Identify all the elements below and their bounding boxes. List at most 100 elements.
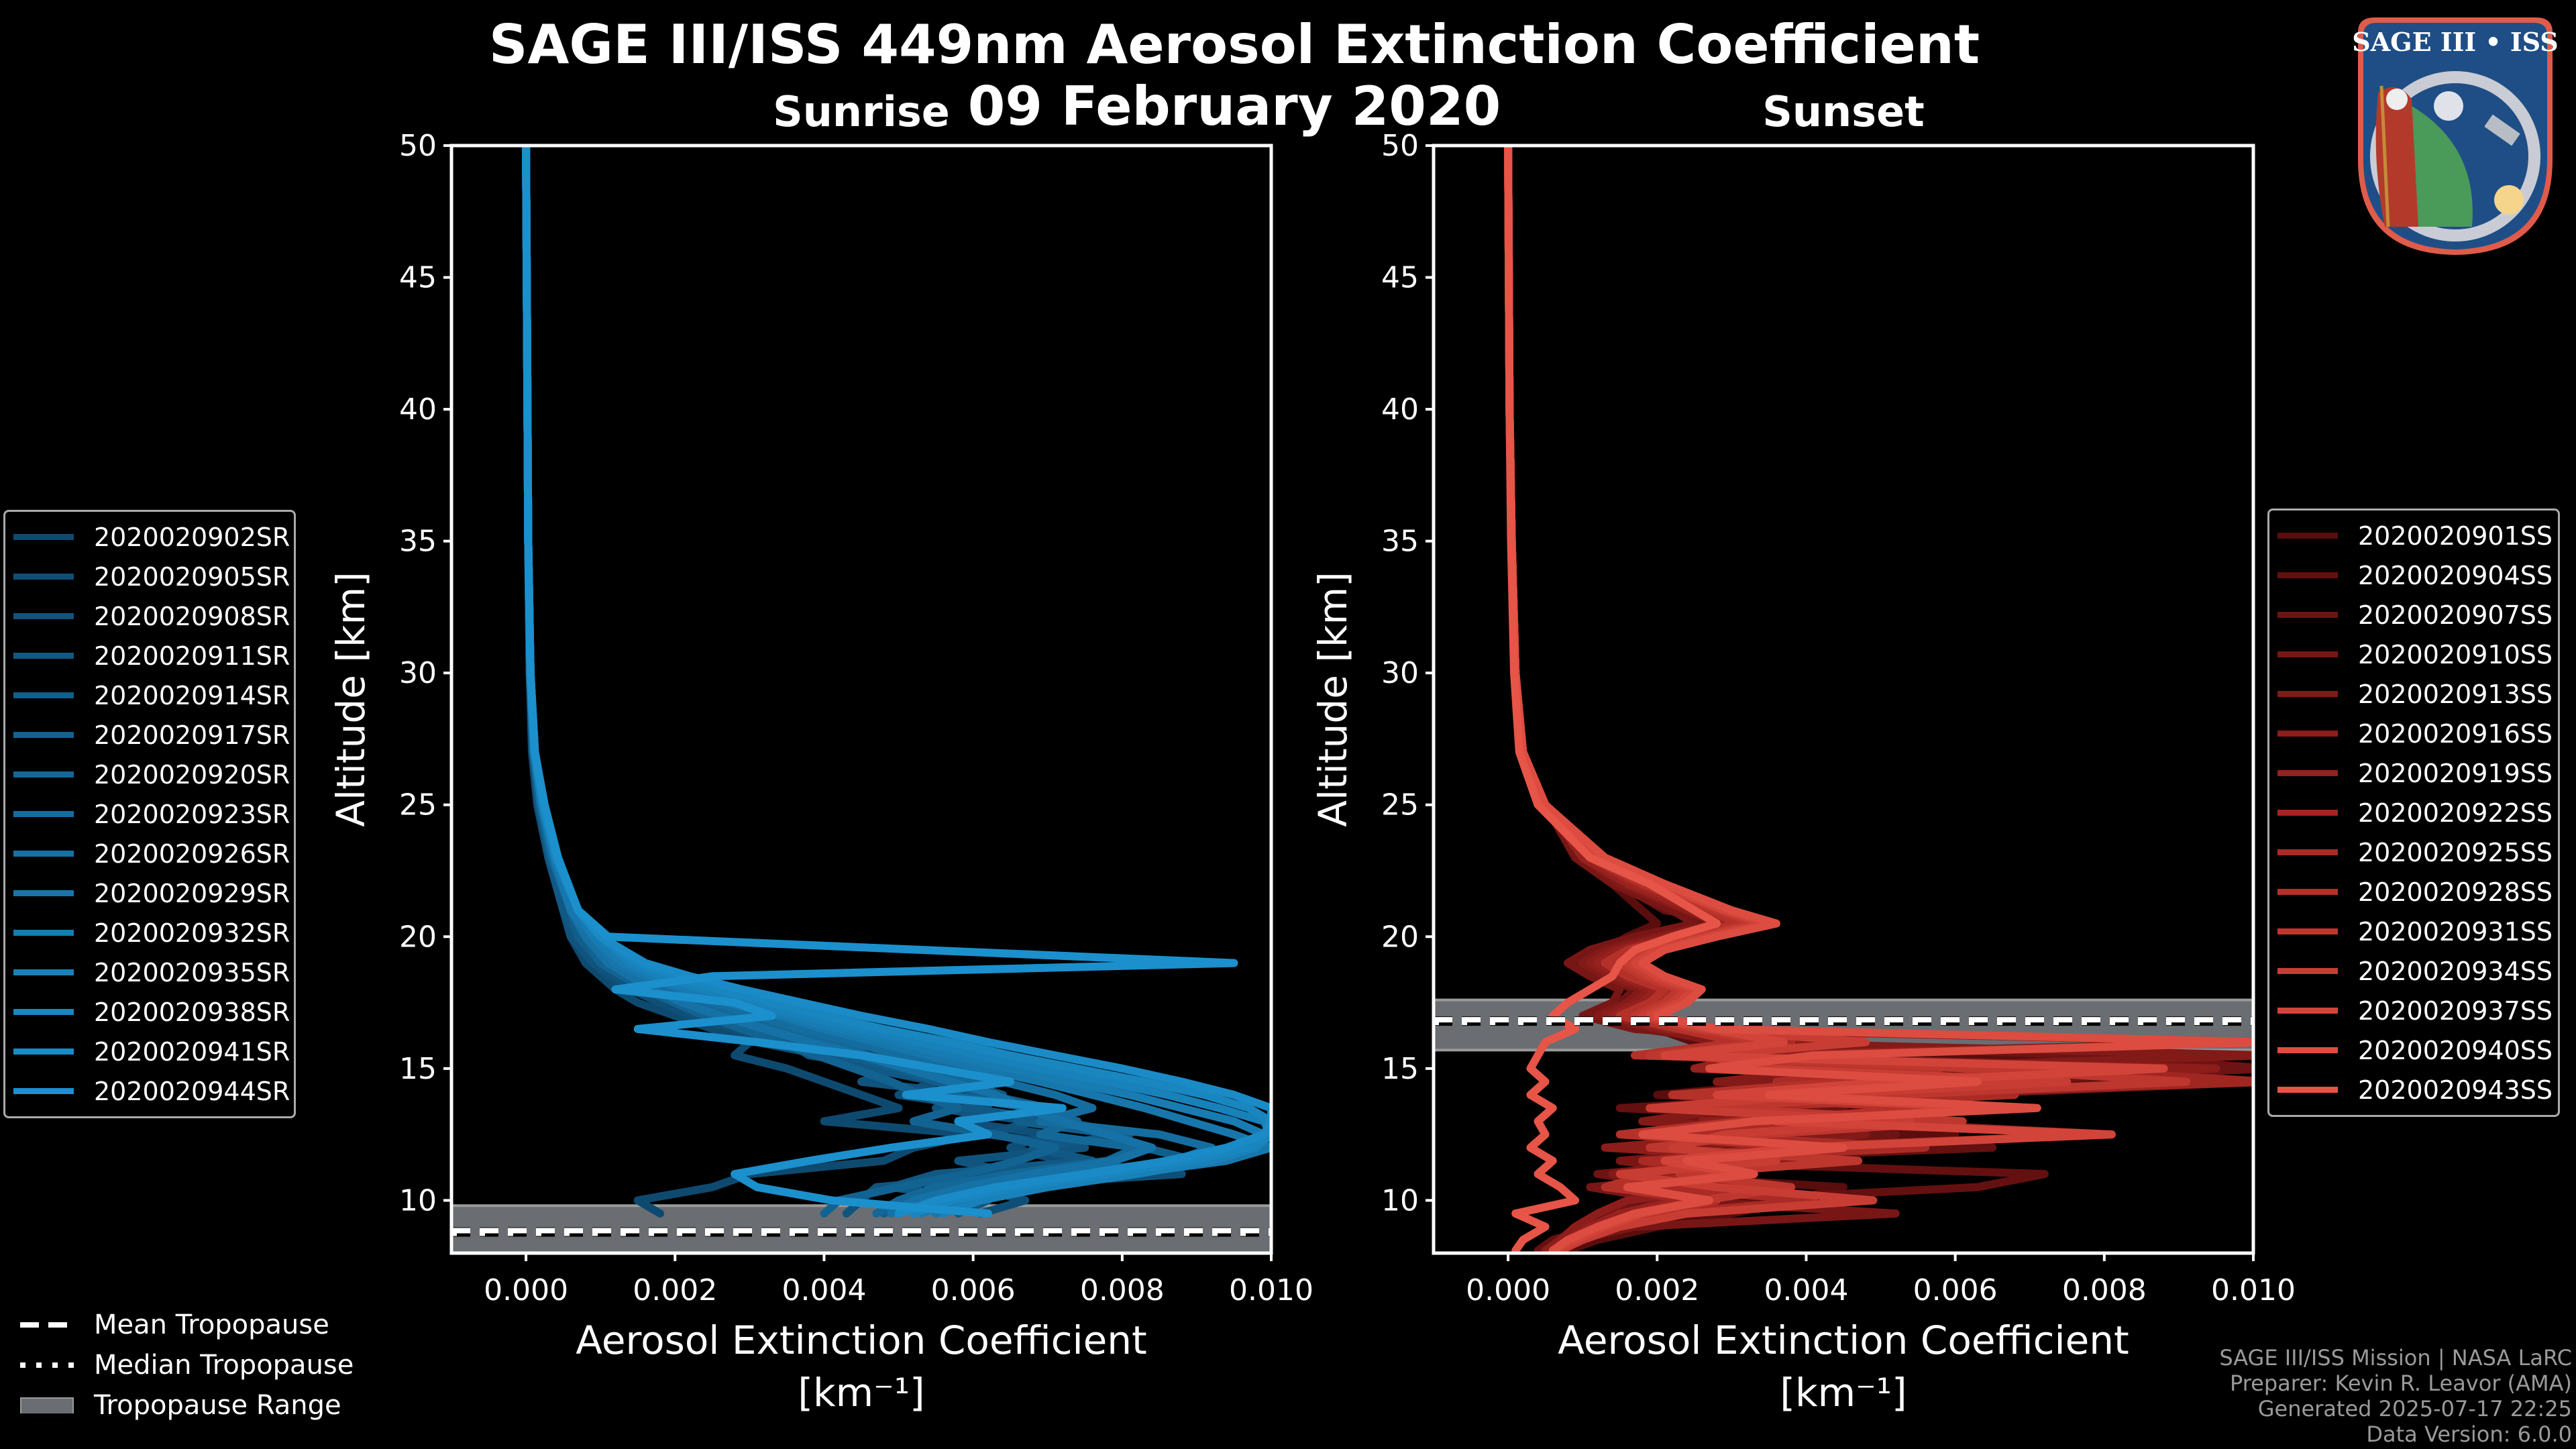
legend-item: 2020020928SS — [2269, 872, 2558, 912]
y-tick-label: 10 — [1381, 1183, 1419, 1218]
legend-item: 2020020907SS — [2269, 595, 2558, 635]
legend-line-swatch-icon — [2277, 770, 2338, 776]
legend-item: 2020020929SR — [5, 873, 294, 913]
sunrise-axes: 10 15 20 25 30 35 40 45 50 0.000 0.002 0.004 0.006 0.… — [328, 129, 1313, 1415]
legend-item: 2020020913SS — [2269, 674, 2558, 714]
tropopause-legend-range: Tropopause Range — [20, 1385, 354, 1426]
x-tick-label: 0.002 — [633, 1273, 717, 1307]
legend-label: 2020020944SR — [94, 1076, 290, 1106]
y-tick-label: 20 — [1381, 920, 1419, 954]
profile-2020020940SS — [1504, 146, 2253, 1253]
axes-frame — [1432, 144, 2255, 1255]
credit-data-version: Data Version: 6.0.0 — [2366, 1421, 2572, 1447]
legend-item: 2020020926SR — [5, 834, 294, 873]
x-tick-label: 0.004 — [782, 1273, 866, 1307]
y-tick-label: 10 — [399, 1183, 437, 1218]
legend-item: 2020020902SR — [5, 517, 294, 557]
legend-line-swatch-icon — [13, 534, 74, 540]
legend-line-swatch-icon — [2277, 731, 2338, 737]
sunrise-profiles — [522, 146, 1271, 1218]
y-tick-label: 45 — [1381, 261, 1419, 295]
legend-label: 2020020913SS — [2358, 679, 2553, 709]
x-axis-label: Aerosol Extinction Coefficient — [576, 1318, 1147, 1363]
legend-line-swatch-icon — [13, 1009, 74, 1015]
chart-date: 09 February 2020 — [967, 75, 1501, 138]
profile-2020020944SR — [522, 146, 1238, 1218]
dashed-line-icon — [20, 1322, 74, 1328]
legend-line-swatch-icon — [13, 692, 74, 698]
y-axis-label: Altitude [km] — [1310, 572, 1356, 826]
legend-line-swatch-icon — [2277, 928, 2338, 934]
y-axis-label: Altitude [km] — [328, 572, 374, 826]
legend-line-swatch-icon — [2277, 849, 2338, 855]
legend-label: 2020020914SR — [94, 680, 290, 710]
x-tick-label: 0.006 — [1913, 1273, 1998, 1307]
y-tick-label: 25 — [399, 788, 437, 822]
legend-label: 2020020919SS — [2358, 758, 2553, 788]
legend-line-swatch-icon — [2277, 968, 2338, 974]
credits-block: SAGE III/ISS Mission | NASA LaRC Prepare… — [2219, 1345, 2572, 1447]
legend-line-swatch-icon — [13, 890, 74, 896]
legend-item: 2020020914SR — [5, 676, 294, 715]
legend-label: 2020020905SR — [94, 561, 290, 592]
legend-item: 2020020905SR — [5, 557, 294, 596]
legend-item: 2020020901SS — [2269, 516, 2558, 555]
legend-label: 2020020922SS — [2358, 798, 2553, 828]
legend-label: 2020020901SS — [2358, 521, 2553, 551]
tropopause-legend-median: Median Tropopause — [20, 1345, 354, 1385]
legend-line-swatch-icon — [13, 811, 74, 817]
sunset-panel-title: Sunset — [1762, 87, 1925, 136]
legend-item: 2020020937SS — [2269, 991, 2558, 1030]
legend-line-swatch-icon — [2277, 889, 2338, 895]
sage-iii-iss-mission-patch-icon: SAGE III • ISS — [2352, 17, 2559, 255]
legend-item: 2020020925SS — [2269, 833, 2558, 872]
sunset-profiles — [1504, 146, 2253, 1253]
legend-line-swatch-icon — [13, 771, 74, 777]
sunrise-legend: 2020020902SR 2020020905SR 2020020908SR 2020… — [3, 510, 296, 1118]
legend-label: 2020020908SR — [94, 601, 290, 631]
y-tick-label: 30 — [1381, 656, 1419, 690]
legend-line-swatch-icon — [2277, 1047, 2338, 1053]
tropopause-legend-label: Mean Tropopause — [94, 1309, 329, 1340]
legend-line-swatch-icon — [2277, 691, 2338, 697]
legend-line-swatch-icon — [2277, 1087, 2338, 1093]
legend-label: 2020020935SR — [94, 957, 290, 987]
legend-line-swatch-icon — [13, 851, 74, 857]
tropopause-legend: Mean Tropopause Median Tropopause Tropop… — [20, 1305, 354, 1426]
legend-label: 2020020929SR — [94, 878, 290, 908]
legend-line-swatch-icon — [13, 1088, 74, 1094]
legend-line-swatch-icon — [13, 653, 74, 659]
sunrise-panel-title: Sunrise — [773, 87, 950, 136]
legend-line-swatch-icon — [2277, 572, 2338, 578]
credit-preparer: Preparer: Kevin R. Leavor (AMA) — [2229, 1371, 2572, 1396]
y-tick-label: 50 — [1381, 129, 1419, 163]
x-tick-label: 0.006 — [931, 1273, 1016, 1307]
tropopause-legend-label: Tropopause Range — [94, 1390, 341, 1421]
tropopause-legend-label: Median Tropopause — [94, 1350, 354, 1381]
legend-label: 2020020907SS — [2358, 600, 2553, 630]
y-tick-label: 50 — [399, 129, 437, 163]
y-tick-label: 30 — [399, 656, 437, 690]
legend-label: 2020020941SR — [94, 1036, 290, 1067]
legend-item: 2020020935SR — [5, 953, 294, 992]
legend-item: 2020020934SS — [2269, 951, 2558, 991]
legend-item: 2020020904SS — [2269, 555, 2558, 595]
legend-item: 2020020920SR — [5, 755, 294, 794]
x-tick-label: 0.000 — [484, 1273, 568, 1307]
legend-label: 2020020937SS — [2358, 996, 2553, 1026]
legend-line-swatch-icon — [2277, 651, 2338, 657]
legend-line-swatch-icon — [13, 969, 74, 975]
legend-line-swatch-icon — [13, 574, 74, 580]
legend-label: 2020020920SR — [94, 759, 290, 790]
sunset-legend: 2020020901SS 2020020904SS 2020020907SS 2020… — [2267, 508, 2560, 1117]
legend-label: 2020020916SS — [2358, 718, 2553, 749]
y-tick-label: 20 — [399, 920, 437, 954]
legend-item: 2020020941SR — [5, 1032, 294, 1071]
axes-frame — [449, 144, 1273, 1255]
sunset-axes: 10 15 20 25 30 35 40 45 50 0.000 0.002 0.004 0.006 0.… — [1310, 129, 2296, 1415]
legend-line-swatch-icon — [13, 930, 74, 936]
legend-label: 2020020934SS — [2358, 956, 2553, 986]
x-tick-label: 0.008 — [2062, 1273, 2147, 1307]
dotted-line-icon — [20, 1362, 74, 1368]
